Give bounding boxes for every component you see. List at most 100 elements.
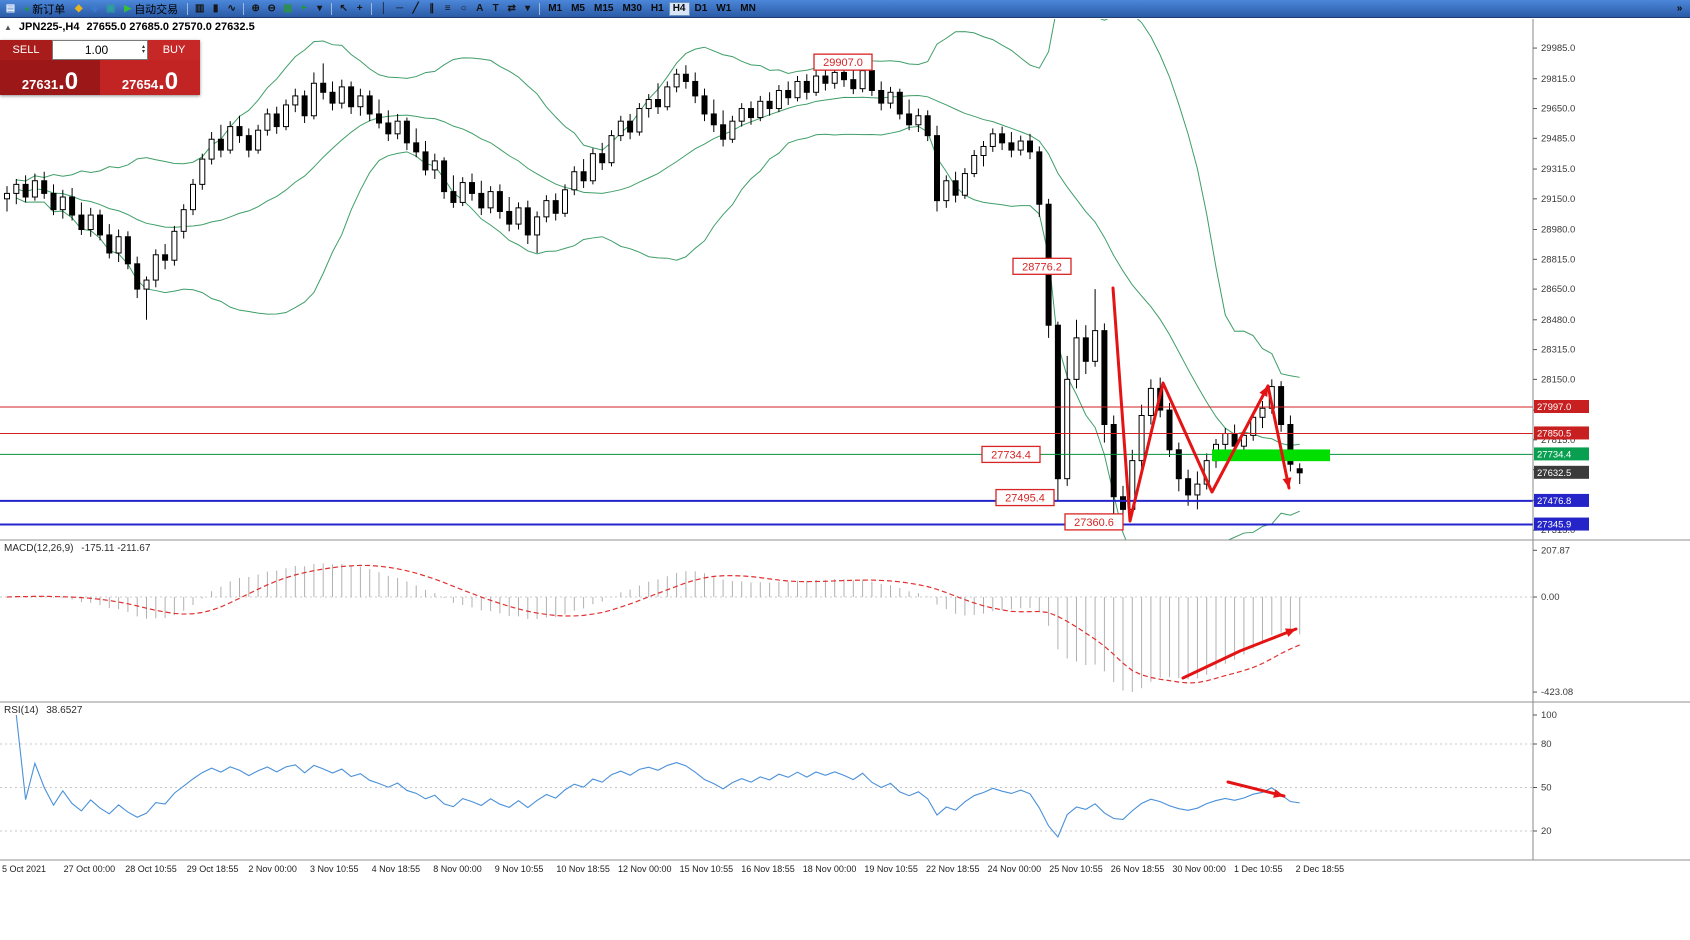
svg-text:27315.0: 27315.0 [1541, 525, 1575, 536]
horizontal-line-icon[interactable]: ─ [396, 3, 404, 14]
fibonacci-icon[interactable]: ≡ [444, 3, 451, 14]
candlestick-chart-icon[interactable]: ▮ [212, 3, 219, 14]
svg-text:28650.0: 28650.0 [1541, 284, 1575, 295]
crosshair-icon[interactable]: + [356, 3, 363, 14]
svg-text:27495.4: 27495.4 [1005, 493, 1045, 505]
svg-text:-423.08: -423.08 [1541, 687, 1573, 698]
cursor-icon[interactable]: ↖ [339, 3, 348, 14]
text-label-icon[interactable]: T [492, 3, 499, 14]
timeframe-h4[interactable]: H4 [668, 1, 690, 16]
svg-text:80: 80 [1541, 739, 1552, 750]
timeframe-m5[interactable]: M5 [571, 2, 585, 14]
one-click-trading-panel: SELL ▴▾ BUY 27631.0 27654.0 [0, 40, 200, 95]
channel-icon[interactable]: ∥ [429, 3, 435, 14]
vertical-line-icon[interactable]: │ [380, 3, 387, 14]
toolbar-separator [331, 2, 333, 15]
time-label: 27 Oct 00:00 [63, 864, 116, 874]
chart-window-icon[interactable]: ▤ [5, 3, 16, 14]
bar-chart-icon[interactable]: ▥ [194, 3, 205, 14]
auto-trading-button-label: 自动交易 [134, 3, 179, 16]
zoom-out-icon[interactable]: ⊖ [267, 3, 276, 14]
svg-text:28815.0: 28815.0 [1541, 254, 1575, 265]
time-label: 2 Nov 00:00 [248, 864, 297, 874]
rsi-name: RSI(14) [4, 705, 39, 716]
svg-text:28315.0: 28315.0 [1541, 345, 1575, 356]
zoom-in-icon[interactable]: ⊕ [251, 3, 260, 14]
time-label: 24 Nov 00:00 [987, 864, 1042, 874]
svg-text:28776.2: 28776.2 [1022, 261, 1062, 273]
timeframe-d1[interactable]: D1 [694, 2, 708, 14]
time-label: 16 Nov 18:55 [741, 864, 795, 874]
sell-button[interactable]: SELL [0, 40, 52, 60]
toolbar-separator [187, 2, 189, 15]
macd-values: -175.11 -211.67 [81, 543, 151, 554]
svg-text:27345.9: 27345.9 [1537, 520, 1571, 531]
line-chart-icon[interactable]: ∿ [227, 3, 236, 14]
svg-text:29650.0: 29650.0 [1541, 104, 1575, 115]
time-label: 2 Dec 18:55 [1295, 864, 1345, 874]
time-label: 4 Nov 18:55 [371, 864, 421, 874]
time-label: 9 Nov 10:55 [494, 864, 544, 874]
svg-text:27360.6: 27360.6 [1074, 517, 1114, 529]
grid-icon[interactable]: ▦ [282, 3, 293, 14]
toolbar-overflow-icon[interactable]: » [1676, 3, 1683, 14]
macd-label: MACD(12,26,9) -175.11 -211.67 [4, 543, 150, 554]
svg-text:28480.0: 28480.0 [1541, 315, 1575, 326]
svg-text:27734.4: 27734.4 [1537, 449, 1571, 460]
symbol-label: JPN225-,H4 [18, 21, 80, 33]
arrows-tool-icon[interactable]: ⇄ [507, 3, 516, 14]
svg-text:50: 50 [1541, 783, 1552, 794]
timeframe-m1[interactable]: M1 [548, 2, 563, 14]
svg-text:29907.0: 29907.0 [823, 57, 863, 69]
terminal-icon[interactable]: ▣ [106, 3, 116, 14]
ellipse-icon[interactable]: ○ [460, 3, 467, 14]
indicators-caret-icon[interactable]: ▾ [317, 3, 323, 14]
arrows-caret-icon[interactable]: ▾ [525, 3, 531, 14]
text-icon[interactable]: A [476, 3, 484, 14]
time-label: 30 Nov 00:00 [1172, 864, 1226, 874]
new-order-button-icon: + [24, 3, 30, 14]
time-label: 3 Nov 10:55 [310, 864, 359, 874]
volume-stepper[interactable]: ▴ ▾ [141, 44, 145, 55]
time-label: 25 Nov 10:55 [1049, 864, 1103, 874]
rsi-value: 38.6527 [46, 705, 83, 716]
sell-price[interactable]: 27631.0 [0, 60, 100, 95]
volume-input[interactable] [53, 43, 140, 57]
data-window-icon[interactable]: ◈ [90, 3, 99, 14]
market-watch-icon[interactable]: ◆ [74, 3, 83, 14]
time-label: 15 Nov 10:55 [679, 864, 734, 874]
svg-text:29150.0: 29150.0 [1541, 194, 1575, 205]
svg-text:28150.0: 28150.0 [1541, 374, 1575, 385]
svg-text:29985.0: 29985.0 [1541, 43, 1575, 54]
timeframe-mn[interactable]: MN [740, 2, 756, 14]
buy-button[interactable]: BUY [148, 40, 200, 60]
time-label: 8 Nov 00:00 [433, 864, 482, 874]
ohlc-values: 27655.0 27685.0 27570.0 27632.5 [86, 21, 255, 33]
timeframe-h1[interactable]: H1 [650, 2, 664, 14]
time-label: 29 Oct 18:55 [186, 864, 239, 874]
time-label: 28 Oct 10:55 [125, 864, 177, 874]
indicators-icon[interactable]: + [300, 3, 307, 14]
svg-text:100: 100 [1541, 710, 1557, 721]
svg-text:28980.0: 28980.0 [1541, 225, 1575, 236]
svg-text:27850.5: 27850.5 [1537, 428, 1571, 439]
trendline-icon[interactable]: ╱ [412, 3, 419, 14]
time-label: 5 Oct 2021 [2, 864, 47, 874]
symbol-info: ▲ JPN225-,H4 27655.0 27685.0 27570.0 276… [4, 21, 255, 33]
new-order-button[interactable]: + 新订单 [19, 1, 70, 17]
toolbar-separator [539, 2, 541, 15]
macd-name: MACD(12,26,9) [4, 543, 74, 554]
chart-type-icon: ▲ [4, 22, 12, 32]
rsi-label: RSI(14) 38.6527 [4, 705, 82, 716]
buy-price[interactable]: 27654.0 [100, 60, 200, 95]
svg-text:27476.8: 27476.8 [1537, 496, 1571, 507]
toolbar: ▤ + 新订单 ◆ ◈ ▣ ▶ 自动交易 ▥ ▮ ∿ ⊕ ⊖ ▦ + ▾ ↖ + │ ─ ╱ ∥ ≡ ○ A T ⇄ ▾ M1 M5 M15… [0, 0, 1690, 18]
svg-text:0.00: 0.00 [1541, 592, 1560, 603]
timeframe-m30[interactable]: M30 [622, 2, 642, 14]
svg-text:27815.0: 27815.0 [1541, 435, 1575, 446]
timeframe-w1[interactable]: W1 [716, 2, 732, 14]
timeframe-m15[interactable]: M15 [594, 2, 614, 14]
svg-text:207.87: 207.87 [1541, 545, 1570, 556]
auto-trading-button[interactable]: ▶ 自动交易 [119, 1, 183, 17]
